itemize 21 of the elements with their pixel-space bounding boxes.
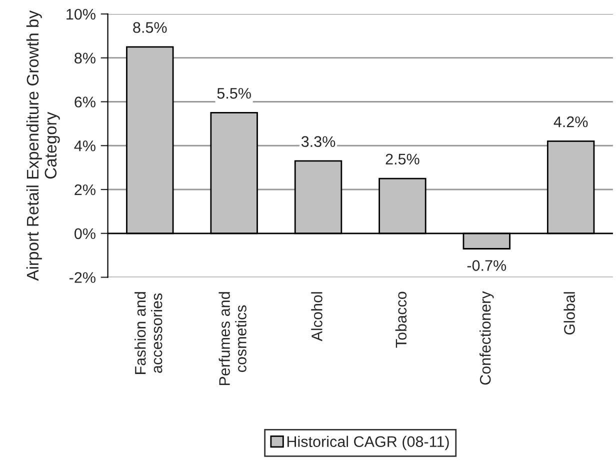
y-tick-label: -2% xyxy=(70,272,96,283)
x-tick-label: Alcohol xyxy=(311,292,322,342)
x-tick-label: Perfumes and cosmetics xyxy=(218,292,246,386)
y-tick-label: 10% xyxy=(66,8,96,20)
data-label: 2.5% xyxy=(386,154,420,165)
y-tick-label: 8% xyxy=(74,52,96,64)
legend-label: Historical CAGR (08-11) xyxy=(287,436,449,450)
y-tick-label: 2% xyxy=(74,184,96,196)
data-label: 5.5% xyxy=(217,88,251,99)
x-tick-label: Confectionery xyxy=(480,291,494,385)
data-label: 3.3% xyxy=(301,136,336,147)
y-tick-label: 4% xyxy=(74,140,96,152)
x-tick-label: Tobacco xyxy=(395,292,407,348)
data-label: 4.2% xyxy=(554,116,588,128)
x-tick-label: Global xyxy=(564,292,575,335)
x-tick-label: Fashion and accessories xyxy=(134,292,162,374)
data-label: -0.7% xyxy=(467,260,506,271)
y-tick-label: 6% xyxy=(74,96,96,108)
data-label: 8.5% xyxy=(133,22,167,33)
y-tick-label: 0% xyxy=(74,228,96,240)
y-axis-title: Airport Retail Expenditure Growth by Category xyxy=(26,10,60,281)
